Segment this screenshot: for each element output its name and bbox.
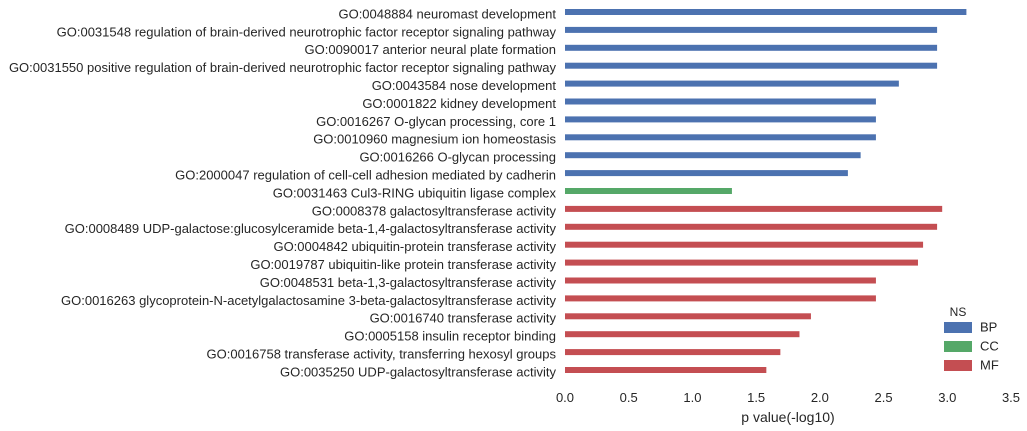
bar-mf [565, 205, 943, 212]
category-label: GO:0031550 positive regulation of brain-… [9, 60, 557, 75]
x-axis-label: p value(-log10) [741, 409, 834, 425]
category-label: GO:0008489 UDP-galactose:glucosylceramid… [65, 221, 557, 236]
bar-bp [565, 9, 967, 15]
bar-mf [565, 223, 938, 230]
bar-mf [565, 295, 876, 302]
x-tick-label: 1.0 [683, 390, 701, 405]
legend-title: NS [950, 305, 967, 319]
category-label: GO:0031548 regulation of brain-derived n… [57, 24, 557, 39]
legend-swatch-bp [944, 322, 972, 333]
bar-mf [565, 313, 811, 320]
bar-bp [565, 44, 938, 51]
bar-cc [565, 188, 732, 194]
x-tick-label: 2.5 [875, 390, 893, 405]
x-tick-label: 1.5 [747, 390, 765, 405]
category-label: GO:0016266 O-glycan processing [359, 150, 556, 165]
category-label: GO:0004842 ubiquitin-protein transferase… [273, 239, 556, 254]
bar-mf [565, 349, 781, 356]
category-label: GO:0048531 beta-1,3-galactosyltransferas… [260, 275, 557, 290]
legend-label-cc: CC [980, 338, 999, 353]
legend-swatch-cc [944, 341, 972, 352]
bar-bp [565, 134, 876, 141]
bar-mf [565, 241, 924, 248]
legend-swatch-mf [944, 360, 972, 371]
x-tick-label: 3.0 [938, 390, 956, 405]
bar-mf [565, 331, 800, 338]
bar-bp [565, 26, 938, 33]
bar-bp [565, 98, 876, 105]
category-label: GO:0001822 kidney development [362, 96, 556, 111]
category-labels: GO:0048884 neuromast development GO:00315… [9, 6, 557, 379]
category-label: GO:0090017 anterior neural plate formati… [305, 42, 557, 57]
bar-mf [565, 259, 918, 266]
category-label: GO:0035250 UDP-galactosyltransferase act… [280, 364, 557, 379]
legend-label-bp: BP [980, 319, 997, 334]
category-label: GO:0016267 O-glycan processing, core 1 [316, 114, 556, 129]
bars-group [565, 9, 967, 373]
category-label: GO:0016758 transferase activity, transfe… [207, 347, 557, 362]
category-label: GO:0016740 transferase activity [370, 311, 557, 326]
category-label: GO:0016263 glycoprotein-N-acetylgalactos… [61, 293, 556, 308]
category-label: GO:0043584 nose development [372, 78, 557, 93]
category-label: GO:0048884 neuromast development [338, 6, 556, 21]
category-label: GO:0010960 magnesium ion homeostasis [313, 132, 556, 147]
x-tick-labels: 0.0 0.5 1.0 1.5 2.0 2.5 3.0 3.5 [556, 390, 1020, 405]
category-label: GO:0019787 ubiquitin-like protein transf… [250, 257, 556, 272]
x-tick-label: 2.0 [811, 390, 829, 405]
bar-bp [565, 80, 899, 87]
category-label: GO:0008378 galactosyltransferase activit… [312, 203, 557, 218]
bar-mf [565, 367, 767, 373]
category-label: GO:2000047 regulation of cell-cell adhes… [175, 168, 556, 183]
bar-mf [565, 277, 876, 284]
bar-bp [565, 62, 938, 69]
x-tick-label: 3.5 [1002, 390, 1020, 405]
bar-bp [565, 170, 848, 177]
x-tick-label: 0.5 [620, 390, 638, 405]
x-tick-label: 0.0 [556, 390, 574, 405]
category-label: GO:0005158 insulin receptor binding [344, 329, 556, 344]
category-label: GO:0031463 Cul3-RING ubiquitin ligase co… [273, 185, 557, 200]
bar-bp [565, 152, 861, 159]
bar-bp [565, 116, 876, 123]
legend: NS BP CC MF [944, 305, 999, 372]
legend-label-mf: MF [980, 357, 999, 372]
